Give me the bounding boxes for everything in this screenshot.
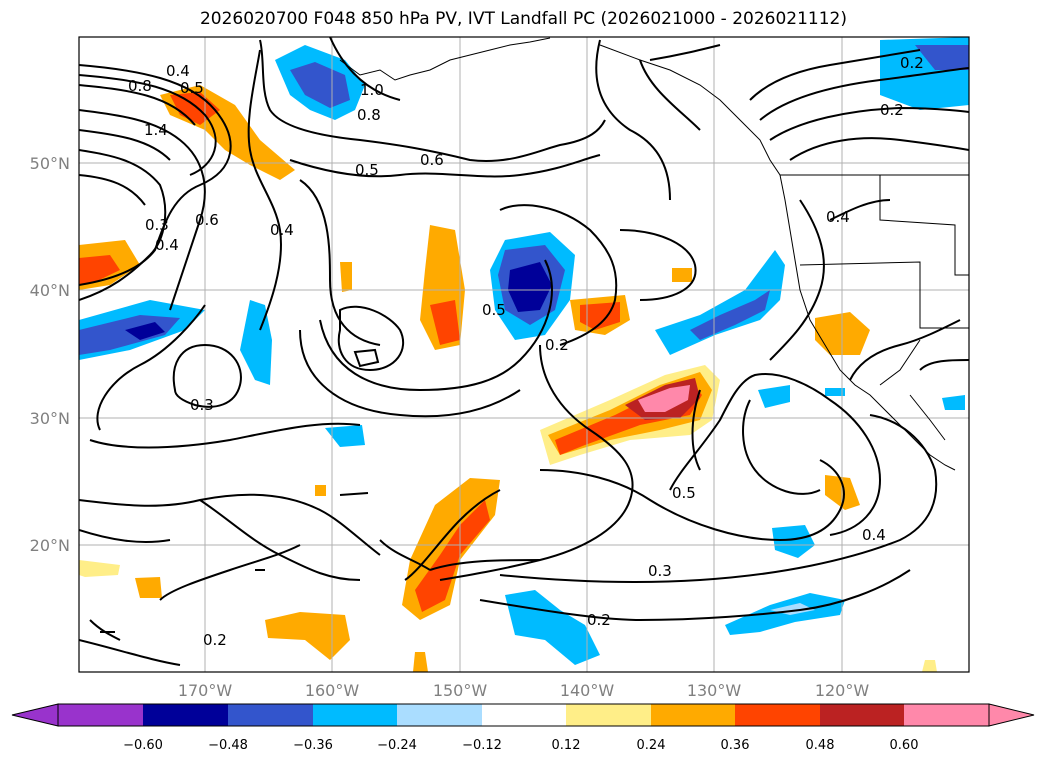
colorbar-tick: −0.24 xyxy=(377,738,417,753)
colorbar-tick: 0.24 xyxy=(637,738,666,753)
longitude-labels: 170°W 160°W 150°W 140°W 130°W 120°W xyxy=(178,681,870,700)
shade-blue-dark xyxy=(290,62,350,108)
map-frame xyxy=(78,36,970,673)
colorbar-tick: 0.36 xyxy=(721,738,750,753)
contour-label: 1.0 xyxy=(360,81,384,99)
pv-contours xyxy=(79,37,969,666)
lon-label-170w: 170°W xyxy=(178,681,233,700)
shade-blue xyxy=(942,395,965,410)
colorbar-tick: 0.60 xyxy=(890,738,919,753)
colorbar-bin xyxy=(904,704,989,726)
contour-labels: 0.4 0.5 0.8 1.4 0.3 0.4 0.6 0.4 0.5 0.6 … xyxy=(128,54,924,649)
shade-orange xyxy=(135,577,162,598)
shade-orange xyxy=(315,485,326,496)
contour-label: 0.5 xyxy=(355,161,379,179)
latitude-labels: 50°N 40°N 30°N 20°N xyxy=(30,154,70,555)
shade-red xyxy=(430,300,460,345)
shade-orange xyxy=(672,268,692,282)
colorbar-bin xyxy=(482,704,566,726)
shade-blue xyxy=(725,593,845,635)
lon-label-130w: 130°W xyxy=(687,681,742,700)
contour-label: 0.8 xyxy=(128,77,152,95)
contour-label: 0.2 xyxy=(545,336,569,354)
shade-blue xyxy=(772,525,815,558)
colorbar-bin xyxy=(566,704,651,726)
colorbar-extend-low xyxy=(11,703,59,727)
shade-blue xyxy=(758,385,790,408)
shade-blue xyxy=(655,250,785,355)
lon-label-160w: 160°W xyxy=(305,681,360,700)
contour-label: 0.6 xyxy=(195,211,219,229)
shade-blue-dark xyxy=(915,45,969,70)
contour-label: 0.2 xyxy=(880,101,904,119)
shade-orange xyxy=(413,652,428,672)
shade-yellow xyxy=(922,660,937,672)
colorbar-bin xyxy=(397,704,482,726)
lat-label-20n: 20°N xyxy=(30,536,70,555)
colorbar-bin xyxy=(735,704,820,726)
contour-label: 0.4 xyxy=(155,236,179,254)
colorbar-tick: −0.48 xyxy=(208,738,248,753)
colorbar-tick: −0.36 xyxy=(293,738,333,753)
colorbar-bin xyxy=(143,704,228,726)
colorbar-frame xyxy=(57,703,990,727)
contour-label: 0.4 xyxy=(166,62,190,80)
lon-label-120w: 120°W xyxy=(815,681,870,700)
contour-label: 0.3 xyxy=(145,216,169,234)
colorbar-tick: −0.12 xyxy=(462,738,502,753)
graticule xyxy=(79,37,969,672)
lon-label-150w: 150°W xyxy=(433,681,488,700)
lon-label-140w: 140°W xyxy=(560,681,615,700)
contour-label: 1.4 xyxy=(144,121,168,139)
lat-label-40n: 40°N xyxy=(30,281,70,300)
contour-label: 0.5 xyxy=(672,484,696,502)
contour-label: 0.3 xyxy=(190,396,214,414)
shade-red xyxy=(79,255,120,285)
contour-label: 0.4 xyxy=(270,221,294,239)
colorbar-bin xyxy=(58,704,143,726)
colorbar-extend-high xyxy=(988,703,1035,727)
colorbar-tick: −0.60 xyxy=(123,738,163,753)
colorbar-tick: 0.12 xyxy=(552,738,581,753)
contour-label: 0.2 xyxy=(203,631,227,649)
map-title: 2026020700 F048 850 hPa PV, IVT Landfall… xyxy=(199,9,847,29)
coastlines xyxy=(339,37,969,471)
colorbar-bin xyxy=(228,704,313,726)
contour-label: 0.6 xyxy=(420,151,444,169)
shade-blue-dark xyxy=(690,290,770,340)
shade-navy xyxy=(508,262,552,312)
shade-yellow xyxy=(79,560,120,577)
shade-blue xyxy=(825,388,845,396)
contour-label: 0.4 xyxy=(862,526,886,544)
contour-label: 0.3 xyxy=(648,562,672,580)
colorbar-bin xyxy=(820,704,904,726)
contour-label: 0.4 xyxy=(826,208,850,226)
colorbar: −0.60 −0.48 −0.36 −0.24 −0.12 0.12 0.24 … xyxy=(11,703,1035,753)
lat-label-30n: 30°N xyxy=(30,409,70,428)
contour-label: 0.2 xyxy=(587,611,611,629)
shade-red xyxy=(580,302,620,330)
colorbar-bin xyxy=(313,704,397,726)
shade-navy xyxy=(125,322,165,340)
contour-label: 0.2 xyxy=(900,54,924,72)
contour-label: 0.8 xyxy=(357,106,381,124)
colorbar-tick: 0.48 xyxy=(806,738,835,753)
contour-label: 0.5 xyxy=(482,301,506,319)
shade-orange xyxy=(265,612,350,660)
shade-pink xyxy=(638,385,690,412)
colorbar-bin xyxy=(651,704,735,726)
shade-blue xyxy=(325,425,365,447)
shade-orange xyxy=(340,262,352,292)
contour-label: 0.5 xyxy=(180,79,204,97)
shade-red xyxy=(415,500,490,612)
lat-label-50n: 50°N xyxy=(30,154,70,173)
